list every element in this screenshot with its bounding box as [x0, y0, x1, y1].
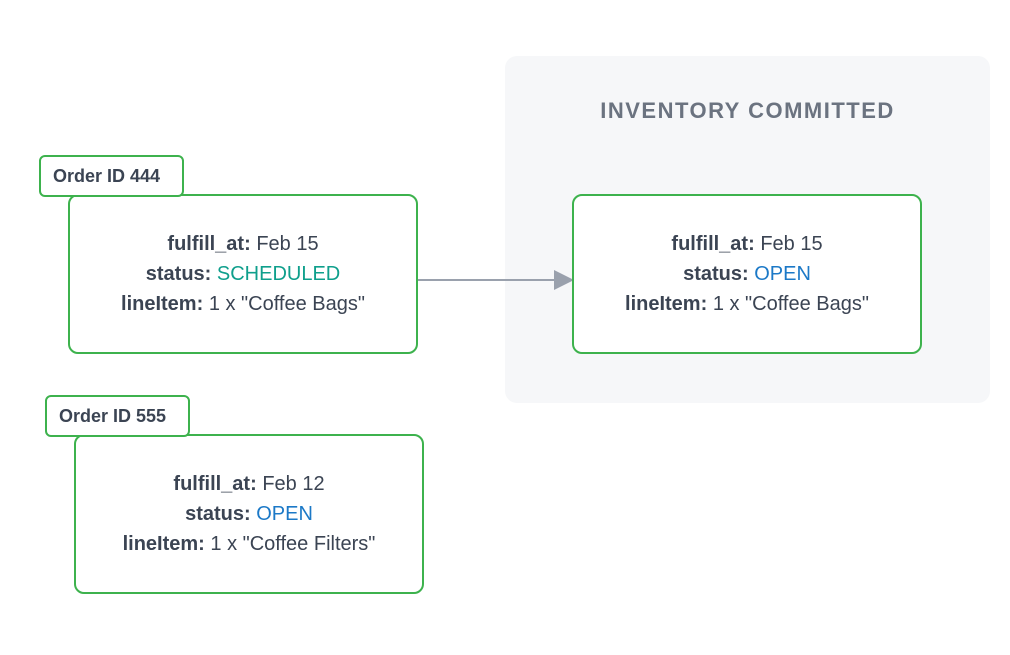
arrow-order444-to-committed: [416, 268, 574, 292]
order-555-field-2-value: 1 x "Coffee Filters": [210, 533, 375, 555]
committed-field-0-value: Feb 15: [760, 233, 822, 255]
order-444-field-2-key: lineItem:: [121, 293, 209, 315]
order-444-field-2-value: 1 x "Coffee Bags": [209, 293, 365, 315]
order-555-body: fulfill_at: Feb 12status: OPENlineItem: …: [74, 434, 424, 594]
diagram-canvas: { "diagram": { "type": "flowchart", "can…: [0, 0, 1010, 655]
order-555-header: Order ID 555: [45, 395, 190, 437]
order-555-field-0-value: Feb 12: [262, 473, 324, 495]
order-444-body: fulfill_at: Feb 15status: SCHEDULEDlineI…: [68, 194, 418, 354]
order-555-field-0: fulfill_at: Feb 12: [173, 469, 324, 499]
order-444-field-1-value: SCHEDULED: [217, 263, 340, 285]
committed-field-1: status: OPEN: [683, 259, 811, 289]
order-555-field-1: status: OPEN: [185, 499, 313, 529]
committed-field-2-key: lineItem:: [625, 293, 713, 315]
committed-field-1-value: OPEN: [754, 263, 811, 285]
committed-field-0: fulfill_at: Feb 15: [671, 229, 822, 259]
order-555-field-1-value: OPEN: [256, 503, 313, 525]
order-444-field-1-key: status:: [146, 263, 217, 285]
order-555-field-0-key: fulfill_at:: [173, 473, 262, 495]
order-444-field-1: status: SCHEDULED: [146, 259, 340, 289]
committed-body: fulfill_at: Feb 15status: OPENlineItem: …: [572, 194, 922, 354]
committed-field-2-value: 1 x "Coffee Bags": [713, 293, 869, 315]
order-555-field-2: lineItem: 1 x "Coffee Filters": [123, 529, 376, 559]
order-444-field-0-key: fulfill_at:: [167, 233, 256, 255]
order-555-header-label: Order ID 555: [59, 406, 166, 427]
order-555-field-2-key: lineItem:: [123, 533, 211, 555]
committed-field-0-key: fulfill_at:: [671, 233, 760, 255]
order-444-field-0: fulfill_at: Feb 15: [167, 229, 318, 259]
order-555-field-1-key: status:: [185, 503, 256, 525]
inventory-committed-title: INVENTORY COMMITTED: [505, 98, 990, 124]
order-444-field-2: lineItem: 1 x "Coffee Bags": [121, 289, 365, 319]
order-444-header-label: Order ID 444: [53, 166, 160, 187]
order-444-header: Order ID 444: [39, 155, 184, 197]
committed-field-2: lineItem: 1 x "Coffee Bags": [625, 289, 869, 319]
order-444-field-0-value: Feb 15: [256, 233, 318, 255]
committed-field-1-key: status:: [683, 263, 754, 285]
